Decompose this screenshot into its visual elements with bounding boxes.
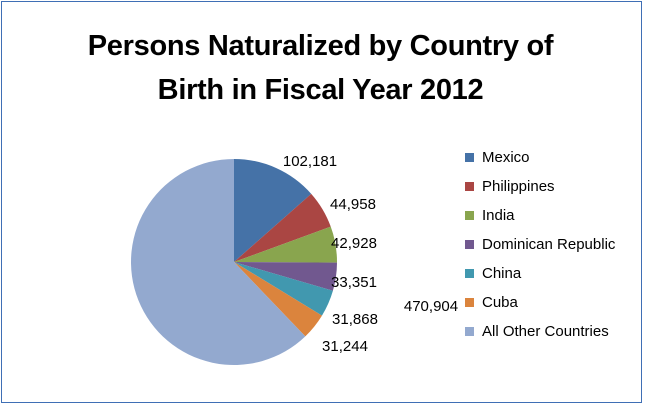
pie-slice-all-other-countries bbox=[130, 159, 306, 365]
data-label-all-other-countries: 470,904 bbox=[404, 298, 458, 315]
chart-title-line-1: Persons Naturalized by Country of bbox=[87, 30, 554, 62]
pie-slice-india bbox=[234, 226, 338, 263]
data-label-dominican-republic: 33,351 bbox=[331, 274, 377, 291]
legend-item: India bbox=[458, 201, 615, 230]
data-label-mexico: 102,181 bbox=[283, 153, 337, 170]
legend-label: China bbox=[482, 265, 522, 282]
legend-swatch bbox=[465, 153, 474, 162]
legend-label: All Other Countries bbox=[482, 323, 609, 340]
pie-slice-cuba bbox=[234, 262, 322, 337]
chart-title: Persons Naturalized by Country of Birth … bbox=[0, 24, 641, 112]
legend-swatch bbox=[465, 327, 474, 336]
legend-swatch bbox=[465, 269, 474, 278]
data-label-china: 31,868 bbox=[332, 311, 378, 328]
legend-item: Philippines bbox=[458, 172, 615, 201]
pie-slice-dominican-republic bbox=[234, 262, 337, 291]
legend-item: All Other Countries bbox=[458, 317, 615, 346]
legend-label: Cuba bbox=[482, 294, 518, 311]
pie-slice-china bbox=[234, 262, 333, 316]
data-label-cuba: 31,244 bbox=[322, 338, 368, 355]
legend-item: Mexico bbox=[458, 143, 615, 172]
legend-item: Cuba bbox=[458, 288, 615, 317]
legend-item: China bbox=[458, 259, 615, 288]
legend-label: Philippines bbox=[482, 178, 555, 195]
data-label-philippines: 44,958 bbox=[330, 196, 376, 213]
pie-slice-philippines bbox=[234, 193, 331, 262]
legend-swatch bbox=[465, 298, 474, 307]
legend-item: Dominican Republic bbox=[458, 230, 615, 259]
legend-label: Mexico bbox=[482, 149, 530, 166]
chart-title-line-2: Birth in Fiscal Year 2012 bbox=[157, 74, 484, 106]
legend-swatch bbox=[465, 182, 474, 191]
legend-swatch bbox=[465, 211, 474, 220]
pie-slice-mexico bbox=[234, 159, 312, 262]
legend-swatch bbox=[465, 240, 474, 249]
legend-label: India bbox=[482, 207, 515, 224]
legend: Mexico Philippines India Dominican Republic… bbox=[458, 143, 615, 346]
legend-label: Dominican Republic bbox=[482, 236, 616, 253]
data-label-india: 42,928 bbox=[331, 235, 377, 252]
